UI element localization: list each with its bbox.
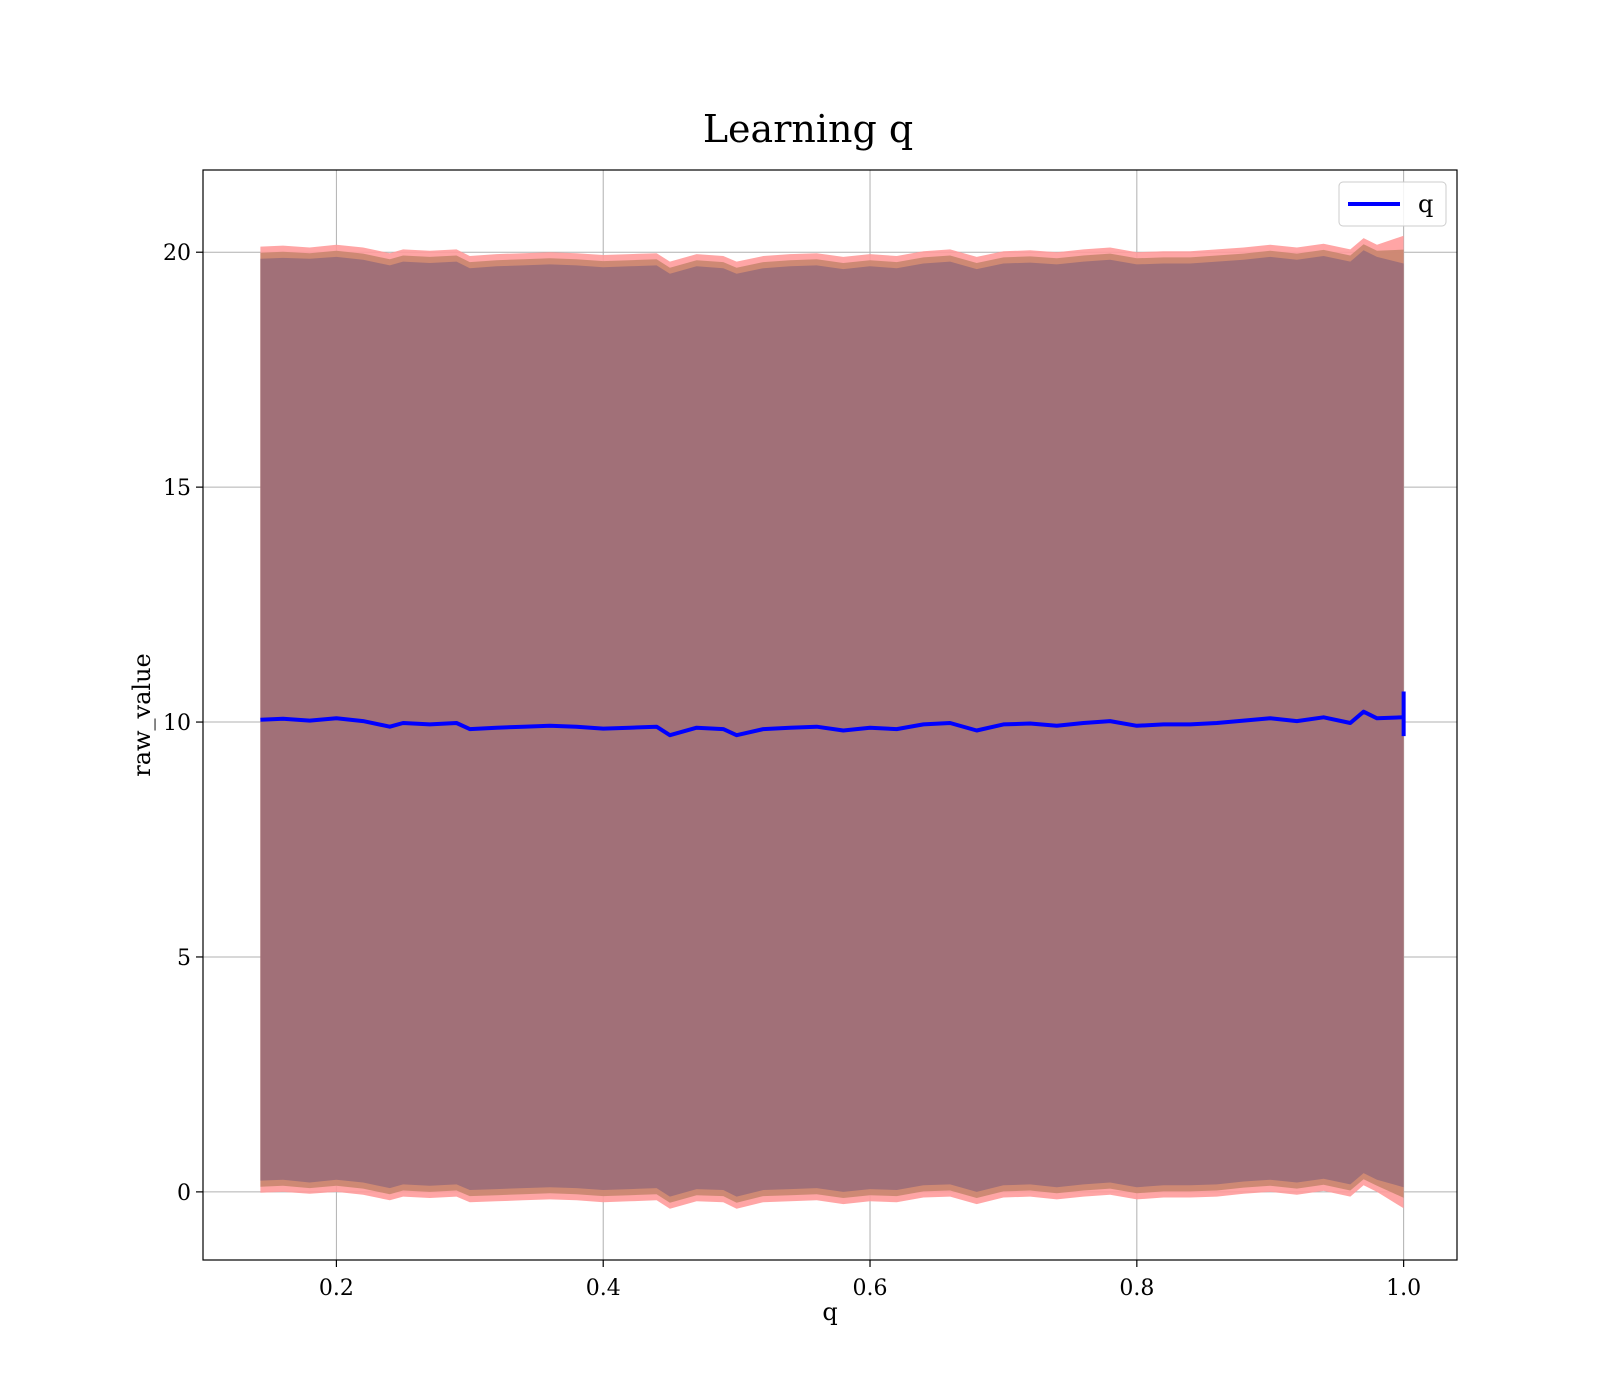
chart-title: Learning q	[703, 107, 913, 151]
band-inner	[260, 250, 1404, 1197]
confidence-bands	[260, 235, 1404, 1209]
y-tick-label: 10	[163, 711, 191, 736]
series-lines	[260, 691, 1406, 738]
x-tick-label: 1.0	[1386, 1276, 1421, 1301]
y-tick-label: 0	[177, 1181, 191, 1206]
x-axis-label: q	[822, 1298, 837, 1326]
x-axis-ticks: 0.2 0.4 0.6 0.8 1.0	[319, 1260, 1421, 1301]
y-tick-label: 20	[163, 241, 191, 266]
x-tick-label: 0.2	[319, 1276, 354, 1301]
series-line-q	[260, 709, 1404, 738]
x-tick-label: 0.4	[586, 1276, 621, 1301]
x-tick-label: 0.8	[1119, 1276, 1154, 1301]
x-tick-label: 0.6	[853, 1276, 888, 1301]
y-axis-label: raw_value	[128, 653, 156, 777]
plot-area-frame	[202, 169, 1458, 1261]
y-tick-label: 5	[177, 946, 191, 971]
y-tick-label: 15	[163, 476, 191, 501]
legend-label-q: q	[1418, 190, 1433, 218]
y-axis-ticks: 0 5 10 15 20	[163, 241, 203, 1206]
legend: q	[1338, 181, 1447, 227]
